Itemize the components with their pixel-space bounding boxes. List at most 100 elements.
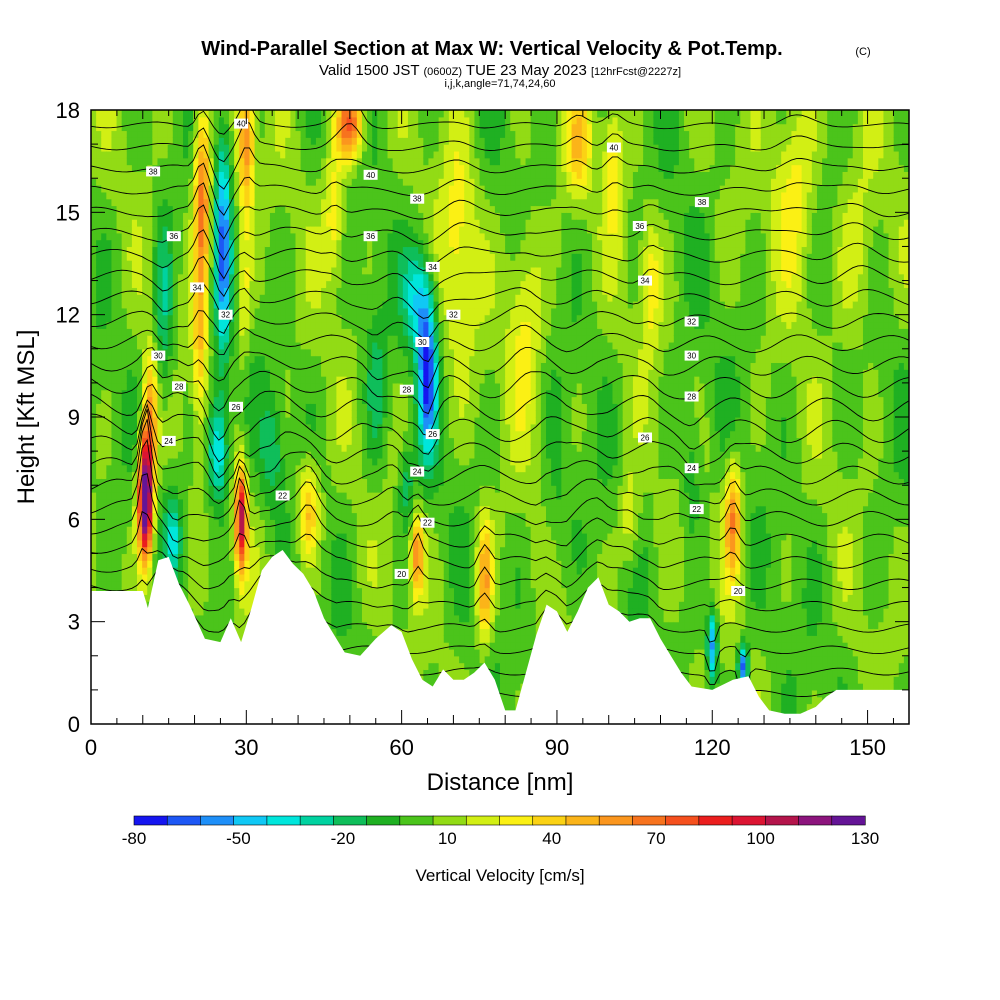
velocity-cell <box>305 314 312 323</box>
velocity-cell <box>91 403 97 411</box>
velocity-cell <box>321 492 327 500</box>
velocity-cell <box>208 137 215 145</box>
velocity-cell <box>351 546 358 555</box>
velocity-cell <box>259 539 266 548</box>
velocity-cell <box>203 451 210 459</box>
velocity-cell <box>162 451 169 459</box>
velocity-cell <box>177 171 184 179</box>
velocity-cell <box>336 144 343 152</box>
velocity-cell <box>218 464 225 473</box>
chart-subtitle: Valid 1500 JST (0600Z) TUE 23 May 2023 [… <box>319 62 681 79</box>
velocity-cell <box>198 185 205 193</box>
velocity-cell <box>96 382 102 391</box>
velocity-cell <box>367 348 373 357</box>
velocity-cell <box>300 294 307 302</box>
velocity-cell <box>264 410 271 418</box>
velocity-cell <box>290 253 297 261</box>
velocity-cell <box>290 150 297 159</box>
velocity-cell <box>321 403 327 411</box>
velocity-cell <box>223 519 230 527</box>
velocity-cell <box>413 110 419 118</box>
velocity-cell <box>177 239 184 248</box>
velocity-cell <box>208 348 215 357</box>
velocity-cell <box>239 519 245 527</box>
velocity-cell <box>172 505 179 514</box>
velocity-cell <box>126 110 133 118</box>
velocity-cell <box>142 225 148 234</box>
velocity-cell <box>356 417 363 425</box>
velocity-cell <box>106 212 113 220</box>
velocity-cell <box>198 225 205 234</box>
velocity-cell <box>310 580 317 589</box>
velocity-cell <box>177 539 184 548</box>
velocity-cell <box>223 512 230 520</box>
velocity-cell <box>259 396 266 404</box>
velocity-cell <box>213 580 220 589</box>
velocity-cell <box>234 246 240 254</box>
velocity-cell <box>147 560 153 568</box>
velocity-cell <box>341 437 348 445</box>
velocity-cell <box>341 178 348 186</box>
velocity-cell <box>290 171 297 179</box>
velocity-cell <box>336 403 343 411</box>
velocity-cell <box>91 423 97 432</box>
velocity-cell <box>249 123 256 132</box>
velocity-cell <box>254 396 261 404</box>
velocity-cell <box>331 410 337 418</box>
velocity-cell <box>172 164 179 172</box>
velocity-cell <box>111 457 118 466</box>
velocity-cell <box>126 471 133 479</box>
velocity-cell <box>101 116 107 125</box>
velocity-cell <box>341 130 348 138</box>
velocity-cell <box>351 239 358 248</box>
velocity-cell <box>351 621 358 630</box>
velocity-cell <box>126 280 133 288</box>
velocity-cell <box>198 376 205 384</box>
velocity-cell <box>402 307 409 316</box>
velocity-cell <box>310 382 317 391</box>
velocity-cell <box>264 137 271 145</box>
velocity-cell <box>315 546 322 555</box>
velocity-cell <box>264 437 271 445</box>
velocity-cell <box>203 239 210 248</box>
velocity-cell <box>382 232 389 241</box>
velocity-cell <box>126 171 133 179</box>
velocity-cell <box>280 212 286 220</box>
velocity-cell <box>152 191 159 200</box>
velocity-cell <box>351 369 358 377</box>
velocity-cell <box>295 280 302 288</box>
velocity-cell <box>397 553 404 561</box>
velocity-cell <box>101 341 107 350</box>
velocity-cell <box>356 594 363 602</box>
velocity-cell <box>387 198 394 207</box>
velocity-cell <box>101 362 107 370</box>
velocity-cell <box>315 389 322 398</box>
velocity-cell <box>300 348 307 357</box>
velocity-cell <box>392 560 399 568</box>
velocity-cell <box>315 423 322 432</box>
velocity-cell <box>111 355 118 364</box>
velocity-cell <box>162 396 169 404</box>
velocity-cell <box>198 294 205 302</box>
velocity-cell <box>126 253 133 261</box>
velocity-cell <box>203 260 210 268</box>
velocity-cell <box>300 321 307 329</box>
valid-date: TUE 23 May 2023 <box>466 62 587 79</box>
velocity-cell <box>244 485 251 493</box>
velocity-cell <box>346 212 353 220</box>
velocity-cell <box>101 232 107 241</box>
velocity-cell <box>229 519 235 527</box>
velocity-cell <box>229 546 235 555</box>
velocity-cell <box>172 464 179 473</box>
velocity-cell <box>157 478 164 486</box>
velocity-cell <box>305 253 312 261</box>
velocity-cell <box>234 410 240 418</box>
velocity-cell <box>229 485 235 493</box>
velocity-cell <box>361 546 368 555</box>
velocity-cell <box>172 137 179 145</box>
velocity-cell <box>402 116 409 125</box>
velocity-cell <box>193 553 199 561</box>
velocity-cell <box>198 314 205 323</box>
velocity-cell <box>387 451 394 459</box>
